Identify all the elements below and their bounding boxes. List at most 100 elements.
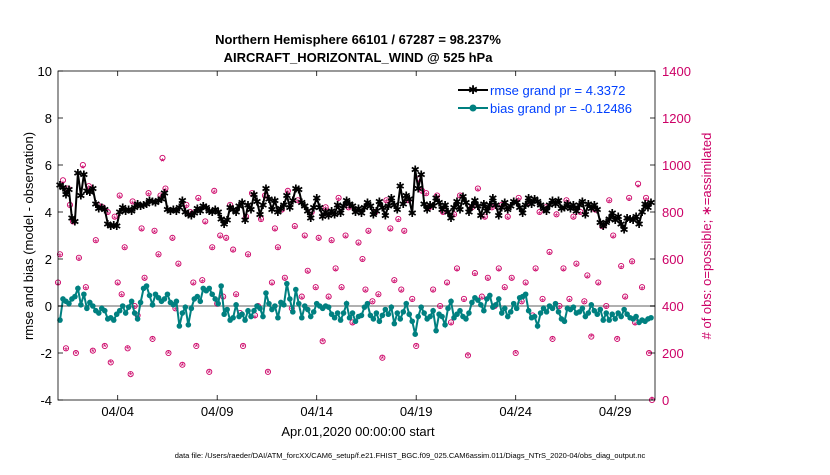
assimilated-obs-marker: * (337, 196, 341, 207)
possible-obs-marker (387, 225, 394, 232)
possible-obs-marker (248, 190, 256, 197)
assimilated-obs-marker: * (364, 287, 368, 298)
rmse-point: ✱ (602, 218, 611, 230)
rmse-point: ✱ (414, 184, 423, 196)
rmse-point: ✱ (139, 200, 148, 212)
possible-obs-marker (522, 279, 529, 286)
possible-obs-marker (481, 213, 488, 220)
assimilated-obs-marker: * (61, 179, 65, 190)
rmse-point: ✱ (318, 212, 327, 224)
y-tick-label: 2 (45, 252, 52, 267)
bias-point (298, 314, 305, 321)
bias-point (257, 305, 263, 312)
rmse-point: ✱ (476, 211, 485, 223)
rmse-point: ✱ (634, 219, 643, 231)
rmse-point: ✱ (530, 194, 539, 206)
possible-obs-marker (223, 234, 230, 241)
rmse-point: ✱ (497, 202, 506, 214)
possible-obs-marker (151, 227, 158, 234)
rmse-point: ✱ (202, 202, 211, 214)
assimilated-obs-marker: * (396, 217, 400, 228)
bias-point (364, 300, 371, 307)
assimilated-obs-marker: * (340, 285, 344, 296)
bias-point (418, 304, 424, 310)
assimilated-obs-marker: * (650, 396, 654, 407)
rmse-point: ✱ (246, 205, 255, 217)
rmse-point: ✱ (643, 202, 652, 214)
assimilated-obs-marker: * (551, 336, 555, 347)
possible-obs-marker (72, 349, 79, 357)
assimilated-obs-marker: * (431, 287, 435, 298)
y2-tick-label: 1200 (662, 111, 691, 126)
possible-obs-marker (563, 197, 570, 204)
bias-point (376, 318, 383, 325)
bias-point (185, 322, 192, 328)
bias-point (609, 311, 616, 318)
rmse-point: ✱ (237, 198, 246, 210)
possible-obs-marker (375, 291, 382, 298)
assimilated-obs-marker: * (534, 266, 538, 277)
assimilated-obs-marker: * (151, 336, 155, 347)
assimilated-obs-marker: * (224, 236, 228, 247)
possible-obs-marker (536, 208, 543, 216)
possible-obs-marker (464, 352, 471, 359)
possible-obs-marker (116, 192, 123, 199)
bias-line (59, 283, 652, 335)
rmse-point: ✱ (509, 196, 518, 208)
possible-obs-marker (606, 197, 613, 204)
bias-point (510, 300, 517, 307)
bias-point (125, 304, 132, 310)
bias-point (442, 322, 448, 328)
rmse-point: ✱ (575, 200, 584, 212)
rmse-point: ✱ (184, 209, 193, 221)
plot-frame (57, 70, 656, 401)
rmse-point: ✱ (596, 218, 605, 230)
rmse-point: ✱ (363, 198, 372, 210)
rmse-point: ✱ (136, 201, 145, 213)
possible-obs-marker (328, 237, 335, 244)
bias-point (134, 316, 141, 322)
assimilated-obs-marker: * (370, 299, 374, 310)
rmse-point: ✱ (112, 221, 121, 233)
possible-obs-marker (501, 284, 508, 291)
bias-point (397, 316, 404, 322)
possible-obs-marker (539, 295, 546, 303)
possible-obs-marker (268, 279, 275, 286)
assimilated-obs-marker: * (486, 276, 490, 287)
bias-point (248, 313, 254, 320)
assimilated-obs-marker: * (470, 205, 474, 216)
bias-point (346, 314, 353, 321)
rmse-point: ✱ (315, 202, 324, 214)
bias-point (382, 306, 389, 313)
assimilated-obs-marker: * (582, 299, 586, 310)
bias-point (409, 318, 416, 325)
assimilated-obs-marker: * (424, 191, 428, 202)
possible-obs-marker (362, 286, 369, 293)
rmse-point: ✱ (617, 219, 626, 231)
assimilated-obs-marker: * (466, 352, 470, 363)
chart-subtitle: AIRCRAFT_HORIZONTAL_WIND @ 525 hPa (224, 50, 494, 65)
bias-point (618, 313, 624, 320)
possible-obs-marker (149, 335, 156, 342)
assimilated-obs-marker: * (644, 196, 648, 207)
assimilated-obs-marker: * (58, 252, 62, 263)
bias-point (498, 310, 505, 316)
bias-point (481, 307, 487, 314)
rmse-point: ✱ (151, 198, 160, 210)
possible-obs-marker (635, 180, 642, 187)
assimilated-obs-marker: * (280, 208, 284, 219)
assimilated-obs-marker: * (270, 280, 274, 291)
rmse-point: ✱ (330, 209, 339, 221)
possible-obs-marker (244, 251, 252, 258)
possible-obs-marker (101, 342, 108, 350)
possible-obs-marker (560, 265, 567, 272)
rmse-point: ✱ (357, 208, 366, 220)
possible-obs-marker (322, 204, 329, 211)
rmse-point: ✱ (181, 207, 190, 219)
bias-point (478, 302, 484, 308)
possible-obs-marker (553, 211, 560, 218)
assimilated-obs-marker: * (166, 350, 170, 361)
possible-obs-marker (437, 302, 444, 310)
rmse-point: ✱ (82, 186, 91, 198)
bias-point (585, 310, 592, 316)
